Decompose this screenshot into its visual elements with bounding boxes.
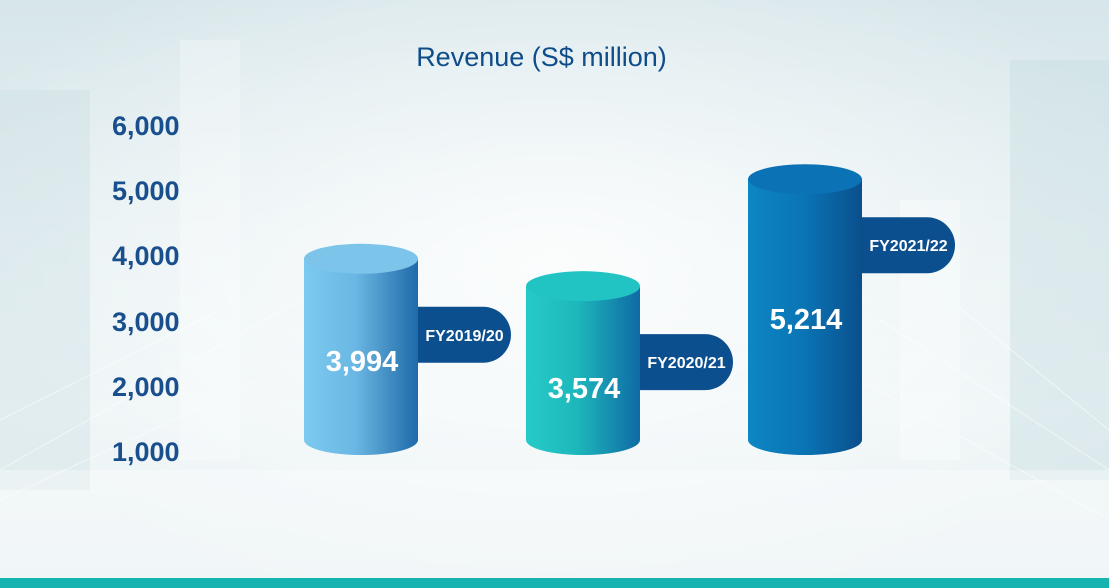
bar [304, 258, 418, 455]
bottom-accent-bar [0, 578, 1109, 588]
y-tick-label: 5,000 [112, 176, 180, 207]
value-label: 3,574 [548, 373, 621, 405]
y-tick-label: 2,000 [112, 371, 180, 402]
value-label: 5,214 [770, 304, 843, 336]
y-tick-label: 6,000 [112, 111, 180, 141]
y-tick-label: 1,000 [112, 437, 180, 467]
y-tick-label: 3,000 [112, 306, 180, 337]
bar-top-cap [526, 271, 640, 302]
y-tick-label: 4,000 [112, 241, 180, 272]
bar-top-cap [304, 243, 418, 274]
bar-group: FY2021/22 5,214 [748, 164, 955, 455]
bar-top-cap [748, 164, 862, 195]
bar-group: FY2020/21 3,574 [526, 271, 733, 455]
category-label: FY2019/20 [425, 328, 503, 345]
bar-group: FY2019/20 3,994 [304, 243, 511, 455]
value-label: 3,994 [326, 346, 399, 378]
category-label: FY2021/22 [869, 238, 947, 255]
chart-title: Revenue (S$ million) [416, 42, 667, 72]
bar [526, 286, 640, 455]
category-label: FY2020/21 [647, 355, 725, 372]
bar [748, 179, 862, 455]
